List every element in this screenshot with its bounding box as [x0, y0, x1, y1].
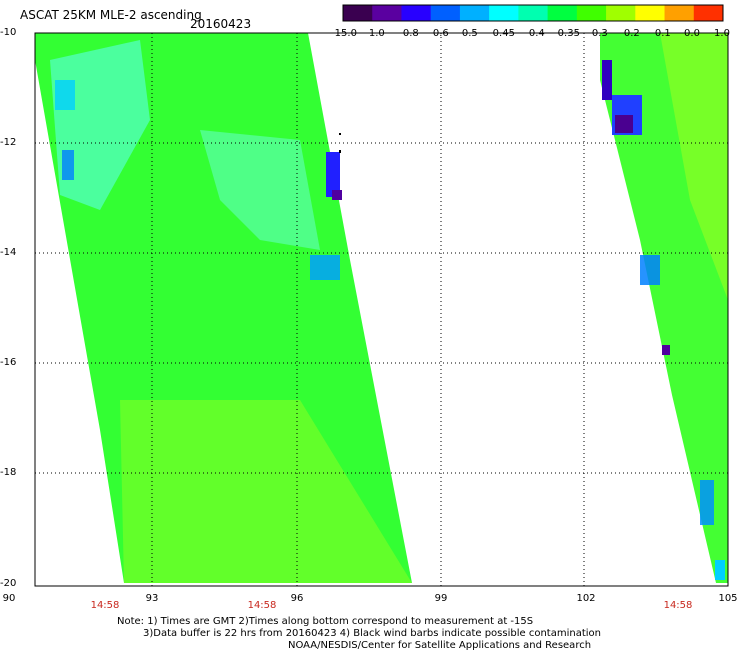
- lon-tick-label: 102: [576, 593, 596, 604]
- colorbar-segment: [606, 5, 636, 21]
- lon-tick-label: 96: [290, 593, 304, 604]
- lon-tick-label: 93: [145, 593, 159, 604]
- lat-tick-label: -16: [0, 357, 17, 368]
- right-swath: [600, 33, 728, 583]
- colorbar-label: -0.3: [588, 28, 608, 39]
- colorbar-segment: [664, 5, 695, 21]
- colorbar-segment: [576, 5, 607, 21]
- left-swath: [35, 33, 412, 583]
- swath-time: 14:58: [663, 600, 693, 611]
- lon-tick-label: 90: [2, 593, 16, 604]
- map-date: 20160423: [190, 17, 252, 31]
- map-title: ASCAT 25KM MLE-2 ascending: [20, 8, 202, 22]
- colorbar-label: -0.2: [620, 28, 640, 39]
- colorbar-label: -15.0: [331, 28, 357, 39]
- note-line-3: NOAA/NESDIS/Center for Satellite Applica…: [288, 640, 592, 651]
- lat-tick-label: -14: [0, 247, 17, 258]
- colorbar-segment: [518, 5, 549, 21]
- colorbar-label: -0.5: [458, 28, 478, 39]
- colorbar-segment: [430, 5, 461, 21]
- colorbar-segment: [635, 5, 666, 21]
- colorbar-label: -0.8: [399, 28, 419, 39]
- lat-tick-label: -12: [0, 137, 17, 148]
- colorbar-labels: -15.0 -1.0 -0.8 -0.6 -0.5 -0.45 -0.4 -0.…: [330, 28, 730, 40]
- colorbar-segment: [489, 5, 519, 21]
- lat-tick-label: -18: [0, 467, 17, 478]
- lon-tick-label: 105: [718, 593, 738, 604]
- colorbar-label: -0.6: [429, 28, 449, 39]
- colorbar-label: -0.35: [554, 28, 580, 39]
- colorbar-segment: [401, 5, 432, 21]
- colorbar-segment: [372, 5, 402, 21]
- colorbar: [342, 4, 724, 22]
- note-line-2: 3)Data buffer is 22 hrs from 20160423 4)…: [143, 628, 601, 639]
- colorbar-label: -1.0: [365, 28, 385, 39]
- colorbar-segment: [547, 5, 578, 21]
- note-line-1: Note: 1) Times are GMT 2)Times along bot…: [117, 616, 534, 627]
- colorbar-segment: [343, 5, 373, 21]
- lat-tick-label: -10: [0, 27, 17, 38]
- map-plot-area: [34, 32, 729, 587]
- colorbar-label: -0.45: [489, 28, 515, 39]
- colorbar-label: -0.4: [525, 28, 545, 39]
- lon-tick-label: 99: [434, 593, 448, 604]
- wind-barbs: [339, 133, 341, 153]
- gridlines: [35, 33, 728, 586]
- colorbar-label: 0.0: [684, 28, 700, 39]
- colorbar-label: 1.0: [714, 28, 730, 39]
- swath-time: 14:58: [90, 600, 120, 611]
- colorbar-segment: [693, 5, 724, 21]
- colorbar-label: -0.1: [651, 28, 671, 39]
- lat-tick-label: -20: [0, 578, 17, 589]
- colorbar-border: [342, 4, 724, 22]
- swath-time: 14:58: [247, 600, 277, 611]
- colorbar-segment: [459, 5, 490, 21]
